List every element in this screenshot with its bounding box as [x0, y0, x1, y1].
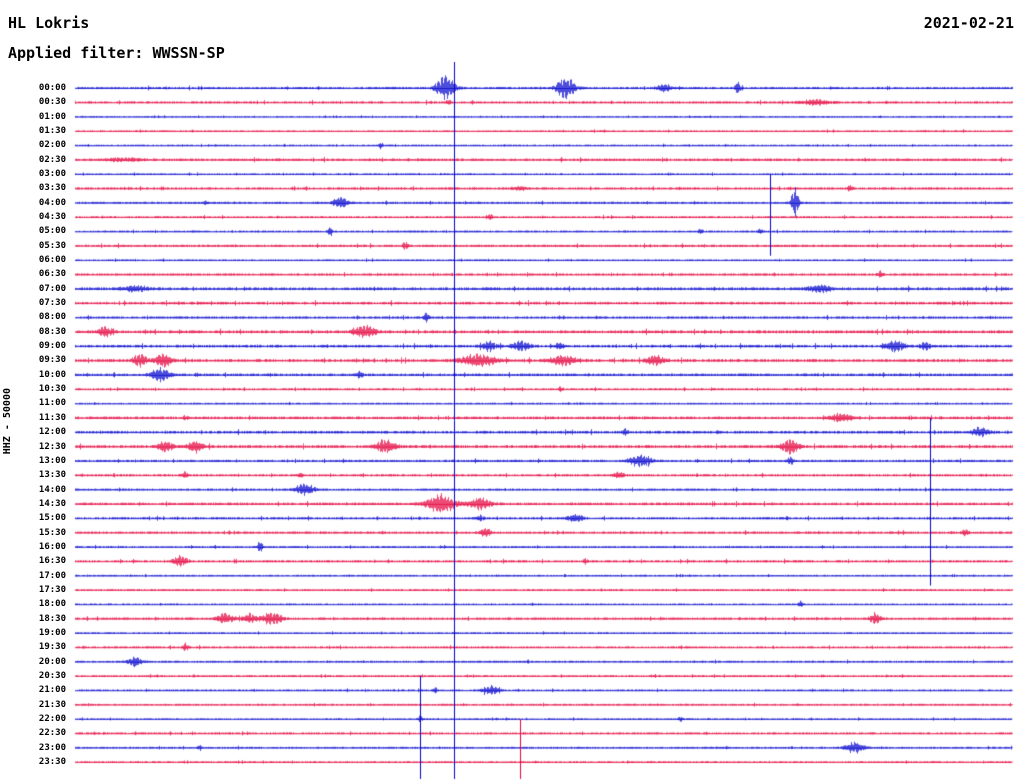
time-label: 14:30: [38, 498, 66, 509]
time-label: 05:00: [38, 226, 66, 237]
time-label: 05:30: [38, 240, 66, 251]
time-label: 23:30: [38, 756, 66, 767]
time-label: 01:30: [38, 126, 66, 137]
time-label: 00:00: [38, 83, 66, 93]
time-label: 21:00: [38, 685, 66, 696]
time-label: 11:00: [38, 398, 66, 409]
time-label: 18:30: [38, 613, 66, 624]
time-label: 08:00: [38, 312, 66, 323]
time-label: 06:30: [38, 269, 66, 280]
time-label: 03:30: [38, 183, 66, 194]
time-label: 16:30: [38, 556, 66, 567]
time-label: 17:30: [38, 584, 66, 595]
time-label: 10:30: [38, 384, 66, 395]
time-label: 15:00: [38, 513, 66, 524]
station-name: HL Lokris: [8, 14, 90, 32]
time-label: 08:30: [38, 326, 66, 337]
time-label: 23:00: [38, 742, 66, 753]
time-label: 18:00: [38, 599, 66, 610]
time-label: 12:00: [38, 427, 66, 438]
time-label: 22:00: [38, 713, 66, 724]
time-label: 06:00: [38, 255, 66, 266]
time-label: 12:30: [38, 441, 66, 452]
time-label: 02:00: [38, 140, 66, 151]
time-label: 16:00: [38, 541, 66, 552]
time-label: 01:00: [38, 111, 66, 122]
time-label: 07:00: [38, 283, 66, 294]
time-label: 15:30: [38, 527, 66, 538]
time-label: 19:00: [38, 627, 66, 638]
time-label: 10:00: [38, 369, 66, 380]
time-label: 19:30: [38, 642, 66, 653]
time-label: 00:30: [38, 97, 66, 108]
date-label: 2021-02-21: [923, 14, 1014, 32]
time-label: 14:00: [38, 484, 66, 495]
time-label: 13:30: [38, 470, 66, 481]
time-label: 20:00: [38, 656, 66, 667]
filter-label: Applied filter: WWSSN-SP: [8, 44, 225, 62]
time-label: 02:30: [38, 154, 66, 165]
time-label: 11:30: [38, 412, 66, 423]
time-label: 21:30: [38, 699, 66, 710]
time-label: 07:30: [38, 298, 66, 309]
time-label: 09:30: [38, 355, 66, 366]
time-label: 03:00: [38, 169, 66, 180]
time-label: 04:30: [38, 212, 66, 223]
time-label: 13:00: [38, 455, 66, 466]
time-label: 17:00: [38, 570, 66, 581]
time-label: 04:00: [38, 197, 66, 208]
time-label: 09:00: [38, 341, 66, 352]
time-label: 22:30: [38, 728, 66, 739]
time-label: 20:30: [38, 670, 66, 681]
